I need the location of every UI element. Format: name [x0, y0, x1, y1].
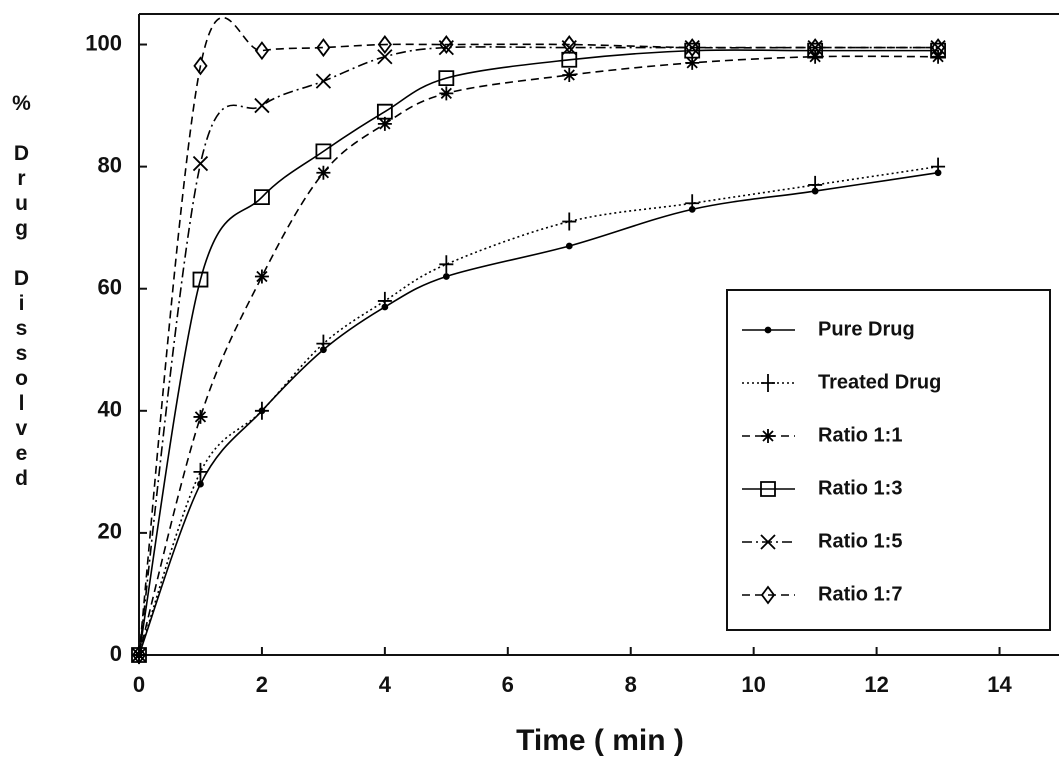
x-tick-label: 0 — [133, 672, 145, 697]
x-tick-label: 8 — [625, 672, 637, 697]
marker — [193, 56, 208, 76]
marker — [254, 97, 270, 114]
legend-label: Treated Drug — [818, 371, 941, 393]
legend-marker — [761, 374, 775, 392]
marker — [561, 51, 578, 68]
marker — [808, 175, 823, 194]
series-line — [138, 55, 939, 656]
marker — [439, 255, 454, 274]
legend-marker — [760, 534, 776, 550]
marker — [131, 645, 147, 665]
marker — [377, 35, 392, 55]
marker — [376, 103, 393, 120]
marker — [316, 165, 331, 180]
y-tick-label: 80 — [98, 152, 122, 177]
legend-label: Ratio 1:5 — [818, 530, 902, 552]
x-tick-label: 12 — [864, 672, 888, 697]
marker — [254, 269, 269, 284]
y-tick-label: 60 — [98, 275, 122, 300]
marker — [930, 38, 946, 58]
marker — [193, 409, 208, 424]
marker — [808, 38, 823, 58]
marker — [193, 462, 208, 481]
marker — [442, 273, 450, 280]
marker — [930, 39, 946, 56]
x-tick-label: 4 — [379, 672, 392, 697]
marker — [562, 35, 577, 55]
marker — [192, 271, 209, 288]
marker — [439, 86, 454, 101]
legend-label: Ratio 1:3 — [818, 477, 902, 499]
marker — [254, 401, 269, 420]
legend-label: Pure Drug — [818, 318, 915, 340]
x-axis-title: Time ( min ) — [516, 724, 684, 757]
marker — [197, 480, 204, 488]
y-tick-label: 40 — [98, 397, 122, 422]
y-tick-label: 20 — [98, 519, 122, 544]
marker — [377, 116, 392, 131]
x-tick-label: 2 — [256, 672, 268, 697]
marker — [439, 35, 454, 55]
legend-marker — [764, 326, 772, 334]
x-tick-label: 14 — [987, 672, 1012, 697]
marker — [562, 68, 577, 83]
y-tick-label: 100 — [85, 30, 122, 55]
marker — [315, 143, 332, 160]
series-line — [138, 49, 939, 656]
y-axis-title: % Drug Dissolved — [10, 92, 33, 492]
series-line — [138, 17, 939, 656]
marker — [562, 212, 577, 231]
marker — [254, 189, 270, 206]
marker — [315, 73, 332, 89]
marker — [254, 41, 270, 61]
marker — [931, 157, 946, 176]
legend-marker — [760, 585, 776, 605]
legend-box — [726, 289, 1051, 631]
legend-label: Ratio 1:1 — [818, 424, 902, 446]
marker — [685, 55, 700, 70]
marker — [316, 334, 331, 353]
marker — [316, 38, 331, 58]
marker — [438, 70, 455, 86]
marker — [377, 291, 392, 310]
legend-marker — [761, 429, 775, 443]
marker — [685, 194, 700, 213]
marker — [192, 155, 209, 172]
x-tick-label: 10 — [741, 672, 765, 697]
marker — [685, 38, 700, 58]
x-tick-label: 6 — [502, 672, 514, 697]
legend-marker — [760, 481, 776, 497]
series-line — [138, 171, 939, 656]
marker — [377, 49, 393, 65]
legend-label: Ratio 1:7 — [818, 583, 902, 605]
y-tick-label: 0 — [110, 641, 122, 666]
marker — [565, 242, 573, 250]
